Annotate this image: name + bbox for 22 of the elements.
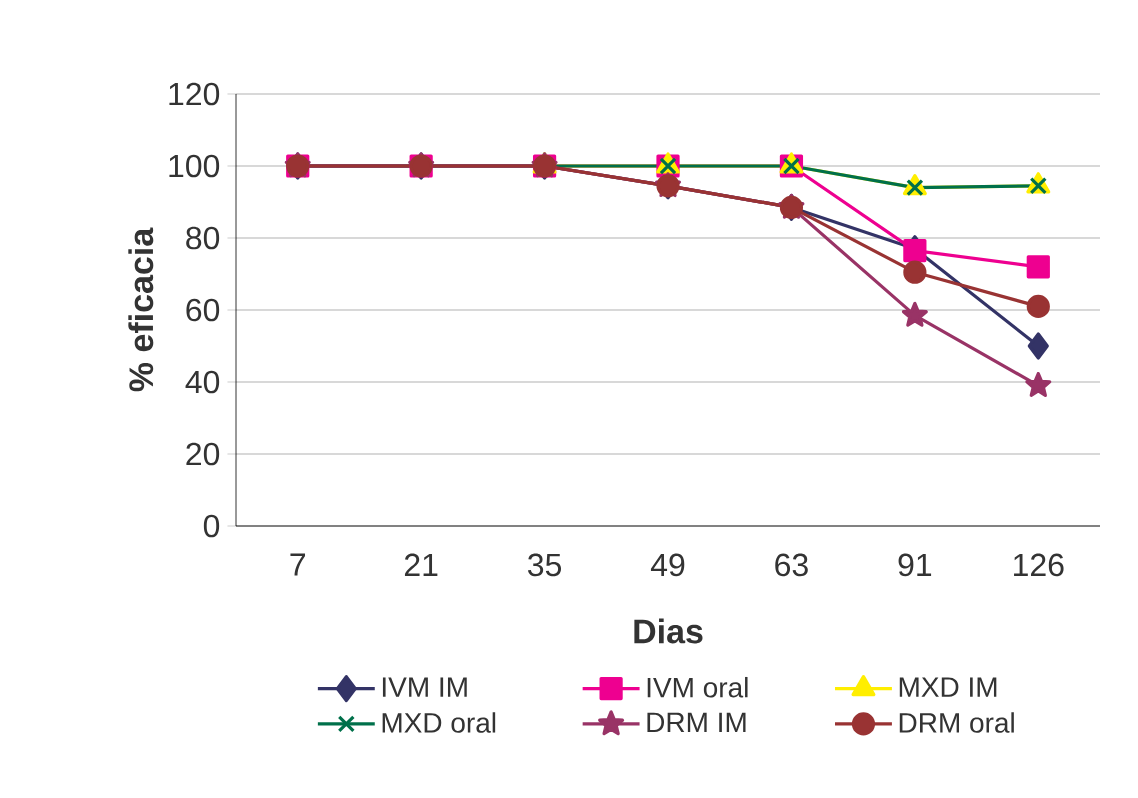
x-tick-label: 49 (650, 553, 685, 577)
y-tick-label: 0 (203, 514, 220, 538)
legend-label: DRM oral (899, 712, 1014, 733)
y-tick-label: 60 (186, 298, 220, 322)
legend-label: MXD IM (899, 677, 997, 697)
y-axis-title: % eficacia (128, 227, 154, 392)
y-tick-label: 20 (186, 442, 220, 466)
x-tick-label: 91 (898, 553, 932, 577)
x-tick-label: 35 (528, 553, 562, 577)
legend-label: MXD oral (382, 712, 496, 733)
x-tick-label: 21 (404, 553, 438, 576)
x-tick-label: 63 (775, 553, 808, 577)
x-tick-label: 126 (1014, 553, 1064, 577)
legend-label: DRM IM (647, 712, 746, 733)
x-tick-label: 7 (290, 553, 306, 576)
y-tick-label: 100 (169, 154, 220, 178)
y-tick-label: 120 (169, 82, 220, 106)
y-tick-label: 80 (186, 226, 220, 250)
y-tick-label: 40 (185, 370, 220, 394)
x-axis-title: Dias (634, 618, 703, 644)
legend-label: IVM oral (647, 676, 748, 698)
legend-label: IVM IM (382, 677, 467, 697)
